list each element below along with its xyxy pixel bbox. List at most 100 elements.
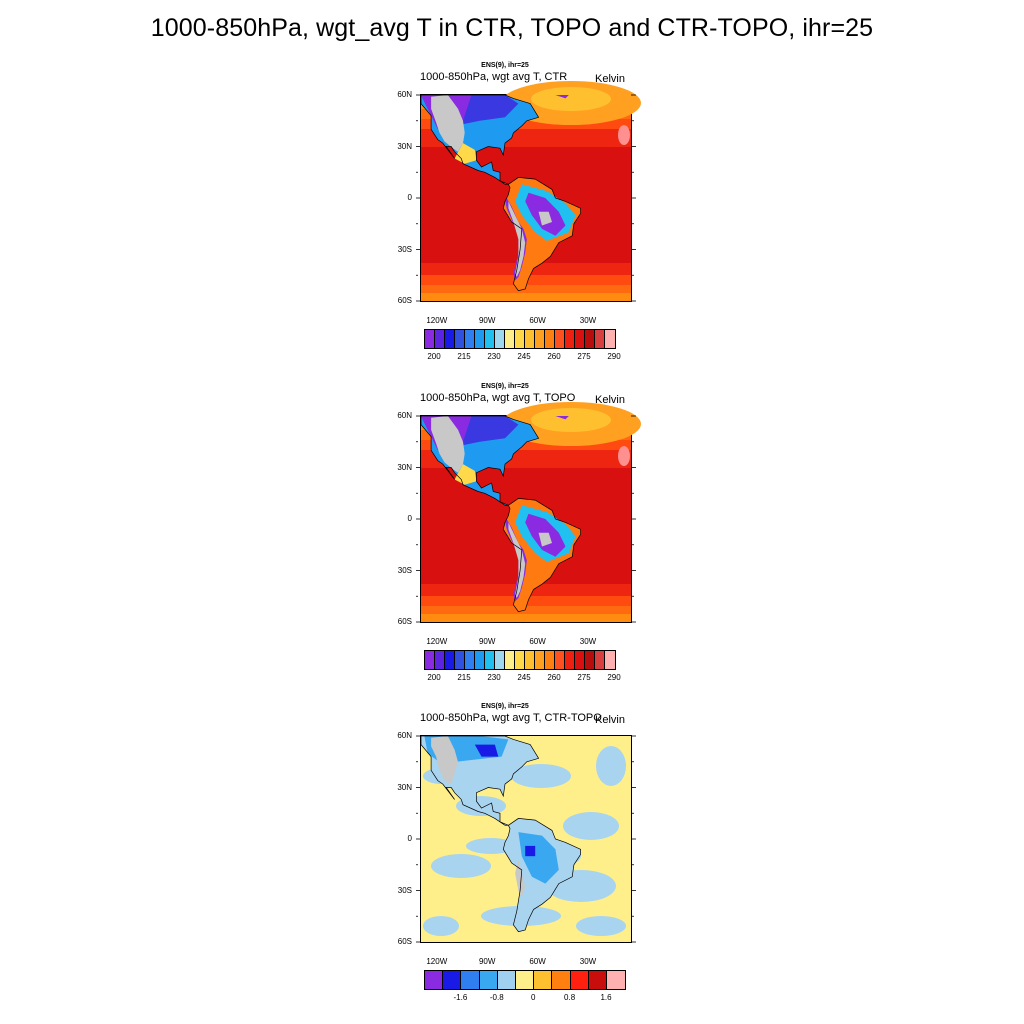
lat-tick-label: 30N	[397, 462, 412, 472]
amazon-peak-anomaly	[525, 845, 536, 857]
greenland-tip	[555, 416, 569, 420]
panel-title: 1000-850hPa, wgt avg T, TOPO	[420, 392, 576, 404]
colorbar-swatch	[425, 971, 444, 989]
lat-tick-label: 60N	[397, 731, 412, 740]
colorbar-label: 230	[487, 673, 501, 682]
colorbar-swatch	[515, 330, 525, 348]
negative-anomaly-patch	[511, 764, 571, 788]
panel-title: 1000-850hPa, wgt avg T, CTR	[420, 71, 568, 83]
lon-tick-label: 30W	[579, 637, 597, 646]
map-canvas	[416, 402, 641, 623]
map-plot	[416, 735, 636, 943]
lon-tick-label: 90W	[478, 316, 496, 325]
colorbar-label: 1.6	[600, 993, 612, 1002]
colorbar-label: 260	[547, 352, 561, 361]
colorbar-label: 0.8	[564, 993, 576, 1002]
colorbar	[424, 329, 616, 349]
units-label: Kelvin	[595, 73, 625, 85]
colorbar-swatch	[455, 651, 465, 669]
units-label: Kelvin	[595, 714, 625, 726]
lon-tick-label: 30W	[579, 316, 597, 325]
andes-mask	[508, 201, 526, 277]
south-america-coastline	[502, 818, 581, 933]
colorbar-label: 230	[487, 352, 501, 361]
lon-tick-label: 90W	[478, 957, 496, 966]
colorbar-label: 245	[517, 352, 531, 361]
colorbar-label: 290	[607, 673, 621, 682]
colorbar-swatch	[545, 651, 555, 669]
map-panel-diff: ENS(9), ihr=25 1000-850hPa, wgt avg T, C…	[380, 703, 660, 1013]
lon-tick-label: 60W	[529, 316, 546, 325]
rocky-mountains-mask	[431, 416, 465, 473]
panel-title: 1000-850hPa, wgt avg T, CTR-TOPO	[420, 712, 602, 724]
lat-tick-label: 60N	[397, 90, 412, 99]
colorbar-swatch	[443, 971, 462, 989]
africa-coast-warm	[618, 125, 630, 145]
colorbar-swatch	[565, 330, 575, 348]
north-america-coastline	[420, 415, 540, 506]
units-label: Kelvin	[595, 394, 625, 406]
colorbar-swatch	[435, 651, 445, 669]
colorbar-swatch	[570, 971, 589, 989]
north-america-coastline	[420, 94, 540, 185]
lat-tick-label: 30S	[397, 244, 412, 254]
colorbar-label: 215	[457, 673, 471, 682]
colorbar-swatch	[515, 651, 525, 669]
lon-tick-label: 120W	[426, 957, 448, 966]
colorbar-label: -0.8	[489, 993, 504, 1002]
colorbar-label: -1.6	[453, 993, 468, 1002]
temperature-band	[421, 440, 631, 450]
brazil-highland-mask	[538, 211, 552, 226]
colorbar-swatch	[535, 651, 545, 669]
rocky-mountains-mask	[431, 736, 458, 785]
lon-tick-label: 90W	[478, 637, 496, 646]
colorbar-swatch	[555, 330, 565, 348]
negative-anomaly-patch	[423, 916, 459, 936]
colorbar-label: 275	[577, 352, 591, 361]
colorbar-swatch	[465, 330, 475, 348]
colorbar-label: 245	[517, 673, 531, 682]
ensemble-label: ENS(9), ihr=25	[481, 703, 529, 710]
colorbar-swatch	[585, 651, 595, 669]
colorbar-swatch	[595, 651, 605, 669]
colorbar-swatch	[555, 651, 565, 669]
lat-tick-label: 30N	[397, 141, 412, 151]
colorbar-swatch	[505, 651, 515, 669]
colorbar-label: 290	[607, 352, 621, 361]
lat-tick-label: 0	[407, 193, 412, 202]
colorbar-swatch	[445, 330, 455, 348]
cool-ocean-region	[531, 87, 611, 111]
colorbar-swatch	[595, 330, 605, 348]
lon-tick-label: 30W	[579, 957, 597, 966]
south-america-coastline	[502, 177, 581, 292]
andes-mask	[515, 859, 526, 898]
negative-anomaly-patch	[563, 812, 619, 840]
colorbar-swatch	[425, 651, 435, 669]
colorbar-swatch	[606, 971, 626, 989]
colorbar-swatch	[425, 330, 435, 348]
lat-tick-label: 60N	[397, 411, 412, 420]
colorbar-swatch	[495, 651, 505, 669]
colorbar-swatch	[479, 971, 498, 989]
africa-coast-warm	[618, 446, 630, 466]
negative-anomaly-patch	[596, 746, 626, 786]
colorbar-label: 275	[577, 673, 591, 682]
ensemble-label: ENS(9), ihr=25	[481, 383, 529, 390]
colorbar-swatch	[605, 330, 615, 348]
colorbar-swatch	[475, 651, 485, 669]
figure-title: 1000-850hPa, wgt_avg T in CTR, TOPO and …	[150, 14, 874, 42]
cool-ocean-region	[531, 408, 611, 432]
colorbar-swatch	[495, 330, 505, 348]
colorbar-swatch	[475, 330, 485, 348]
lat-tick-label: 60S	[397, 937, 412, 946]
colorbar-swatch	[497, 971, 516, 989]
lon-tick-label: 120W	[426, 316, 448, 325]
mexico-warm-region	[454, 143, 477, 164]
lat-tick-label: 0	[407, 834, 412, 843]
colorbar-swatch	[588, 971, 607, 989]
temperature-band	[421, 285, 631, 293]
colorbar-label: 0	[530, 993, 536, 1002]
temperature-band	[421, 614, 631, 622]
colorbar-swatch	[515, 971, 535, 989]
colorbar-swatch	[605, 651, 615, 669]
